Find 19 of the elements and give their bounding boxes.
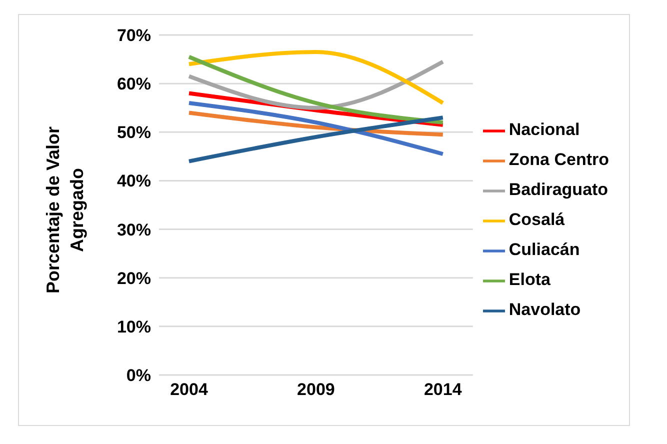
y-tick-label: 40% [116, 172, 151, 191]
y-axis-title: Porcentaje de Valor Agregado [43, 126, 87, 294]
y-tick-label: 50% [116, 123, 151, 142]
x-tick-label: 2014 [424, 380, 462, 400]
x-tick-label: 2009 [297, 380, 335, 400]
y-tick-label: 60% [116, 74, 151, 94]
y-tick-label: 70% [116, 26, 151, 46]
y-tick-label: 20% [116, 268, 151, 288]
legend-label: Badiraguato [508, 180, 608, 199]
legend-label: Elota [508, 270, 550, 289]
legend-label: Navolato [508, 300, 581, 319]
legend-label: Culiacán [508, 240, 580, 259]
legend-label: Cosalá [508, 210, 565, 229]
x-tick-label: 2004 [170, 380, 208, 400]
legend-label: Nacional [508, 120, 580, 139]
y-tick-label: 30% [116, 220, 151, 240]
y-tick-label: 10% [116, 317, 151, 336]
legend-label: Zona Centro [508, 150, 609, 169]
y-tick-label: 0% [126, 366, 151, 386]
